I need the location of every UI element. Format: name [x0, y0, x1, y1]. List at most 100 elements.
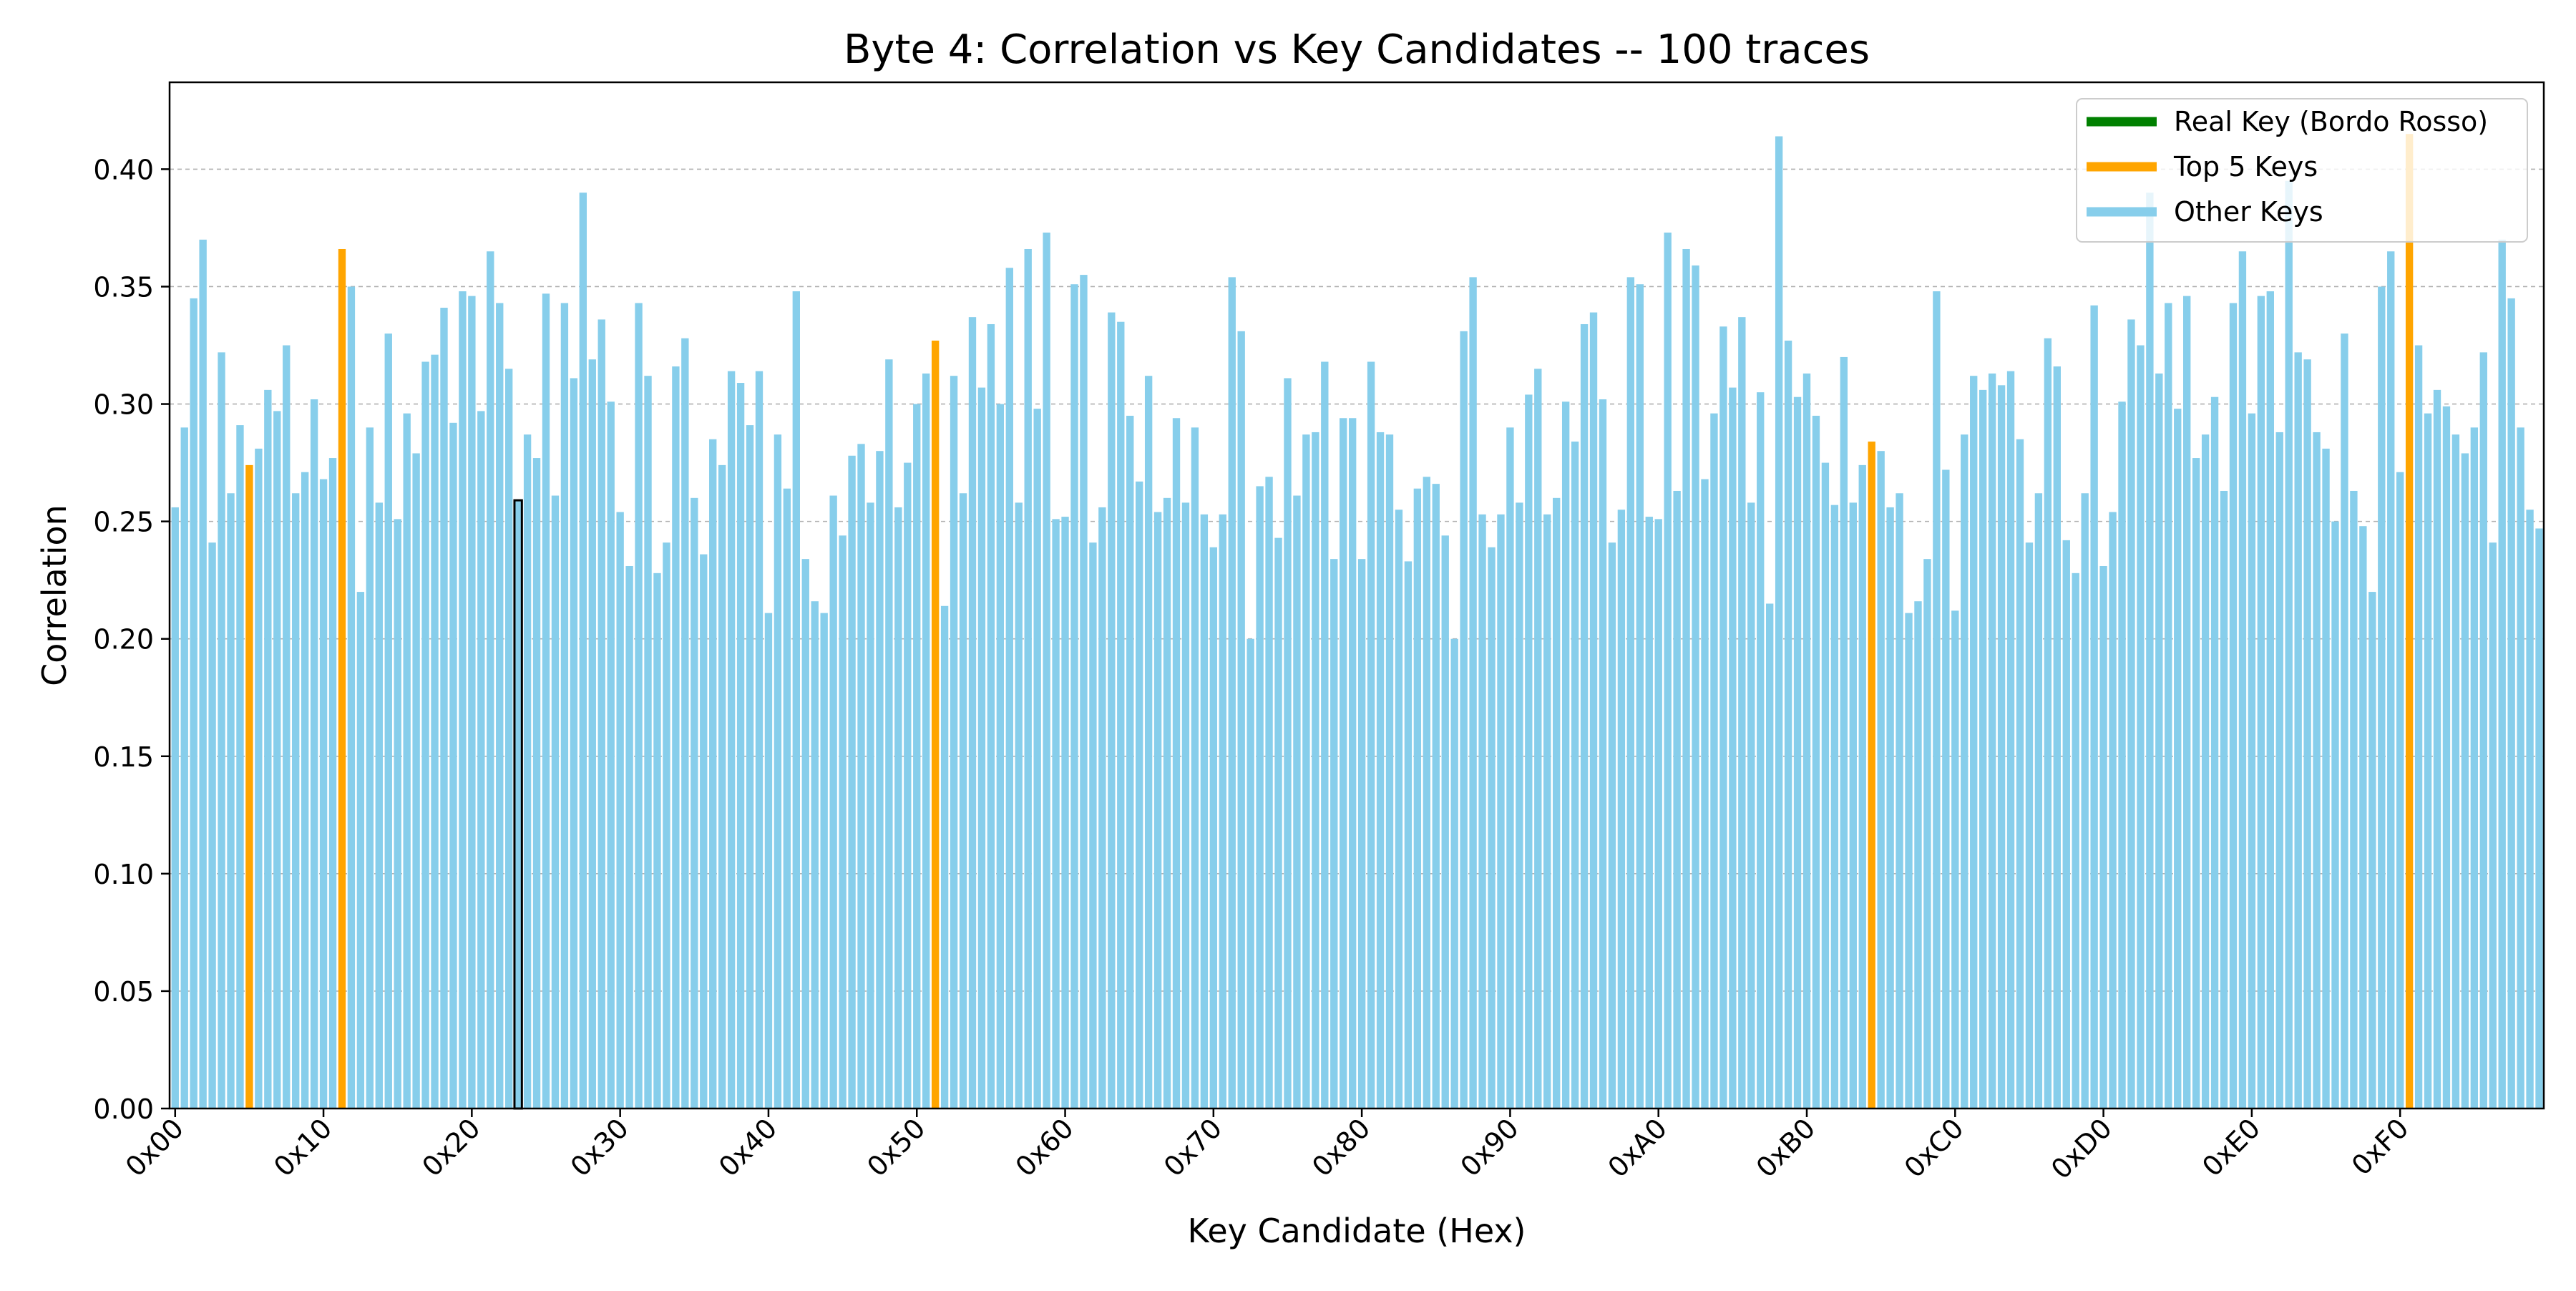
bar — [1849, 502, 1857, 1109]
bar — [1172, 418, 1181, 1109]
bar — [1858, 464, 1866, 1109]
bar — [1330, 559, 1338, 1109]
bar — [1181, 502, 1190, 1109]
bar — [2535, 528, 2543, 1109]
bar — [2174, 409, 2182, 1109]
bar — [1246, 638, 1254, 1109]
bar — [2285, 180, 2293, 1109]
bar — [487, 251, 494, 1109]
x-tick-label: 0x80 — [1306, 1112, 1376, 1182]
bar — [496, 303, 504, 1109]
bar — [2257, 296, 2265, 1109]
bar — [1534, 369, 1542, 1109]
bar — [1840, 356, 1848, 1109]
bar — [542, 293, 550, 1109]
bar — [1942, 469, 1950, 1109]
bar — [1423, 477, 1430, 1109]
bar — [449, 422, 457, 1109]
bar — [1108, 312, 1116, 1109]
top-key-bar — [931, 340, 940, 1109]
bar — [1098, 507, 1106, 1109]
bar — [180, 427, 188, 1109]
bar — [2359, 526, 2367, 1109]
bar — [2350, 490, 2358, 1109]
bar — [597, 319, 605, 1109]
bar — [1626, 277, 1635, 1109]
bar — [1080, 275, 1088, 1109]
bar — [366, 427, 374, 1109]
bar — [560, 303, 569, 1109]
bar — [1997, 385, 2006, 1109]
bar — [1395, 510, 1403, 1109]
bar — [1450, 638, 1458, 1109]
bar — [1404, 561, 1413, 1109]
bar — [2053, 366, 2061, 1109]
bar — [403, 413, 411, 1109]
bar — [885, 359, 893, 1109]
bar — [1052, 519, 1060, 1109]
bar — [421, 361, 429, 1109]
bar — [459, 291, 467, 1109]
bar — [412, 453, 420, 1109]
bar — [1886, 507, 1894, 1109]
legend-label: Other Keys — [2174, 196, 2323, 228]
bar — [1793, 396, 1802, 1109]
bar — [236, 425, 244, 1109]
bar — [1061, 517, 1069, 1109]
bar — [2294, 352, 2302, 1109]
bar — [264, 389, 272, 1109]
bar — [1340, 418, 1347, 1109]
bar — [1877, 451, 1885, 1109]
bar — [505, 369, 513, 1109]
bar — [616, 512, 624, 1109]
bar — [2303, 359, 2311, 1109]
bar — [2034, 493, 2043, 1109]
bar — [1357, 559, 1366, 1109]
x-tick-label: 0xC0 — [1898, 1112, 1970, 1184]
bar — [1126, 415, 1134, 1109]
bar — [283, 345, 291, 1109]
y-tick-label: 0.15 — [93, 741, 154, 773]
bar — [1321, 361, 1329, 1109]
bar — [2368, 592, 2376, 1109]
top-key-bar — [245, 464, 253, 1109]
bar — [208, 542, 216, 1109]
y-tick-label: 0.00 — [93, 1093, 154, 1125]
bar — [1367, 361, 1375, 1109]
bar — [523, 434, 532, 1109]
bar — [1636, 284, 1644, 1109]
bar — [2470, 427, 2479, 1109]
bar — [227, 493, 235, 1109]
y-tick-label: 0.35 — [93, 271, 154, 303]
bar — [255, 448, 263, 1109]
bar — [551, 495, 560, 1109]
bar — [1951, 610, 1959, 1109]
bar — [310, 399, 318, 1109]
bar — [2220, 490, 2228, 1109]
x-tick-label: 0x20 — [416, 1112, 486, 1182]
x-tick-label: 0x60 — [1010, 1112, 1080, 1182]
bar — [968, 317, 977, 1109]
bar — [839, 535, 847, 1109]
bar — [1348, 418, 1357, 1109]
bar — [2016, 439, 2024, 1109]
bar — [950, 376, 958, 1109]
bar — [2146, 193, 2154, 1109]
bar — [1673, 490, 1681, 1109]
bar — [1645, 517, 1653, 1109]
bar — [1200, 514, 1209, 1109]
x-tick-label: 0x70 — [1158, 1112, 1228, 1182]
bar — [273, 411, 281, 1109]
bar — [1692, 265, 1699, 1109]
bar — [579, 193, 587, 1109]
plot-area-frame — [168, 81, 2545, 1110]
x-tick-label: 0x10 — [268, 1112, 338, 1182]
bar — [792, 291, 800, 1109]
legend-label: Real Key (Bordo Rosso) — [2174, 106, 2488, 137]
bar — [1070, 284, 1078, 1109]
bar — [820, 613, 828, 1109]
bar — [1516, 502, 1523, 1109]
bar — [1580, 323, 1589, 1109]
bar — [1701, 479, 1709, 1109]
